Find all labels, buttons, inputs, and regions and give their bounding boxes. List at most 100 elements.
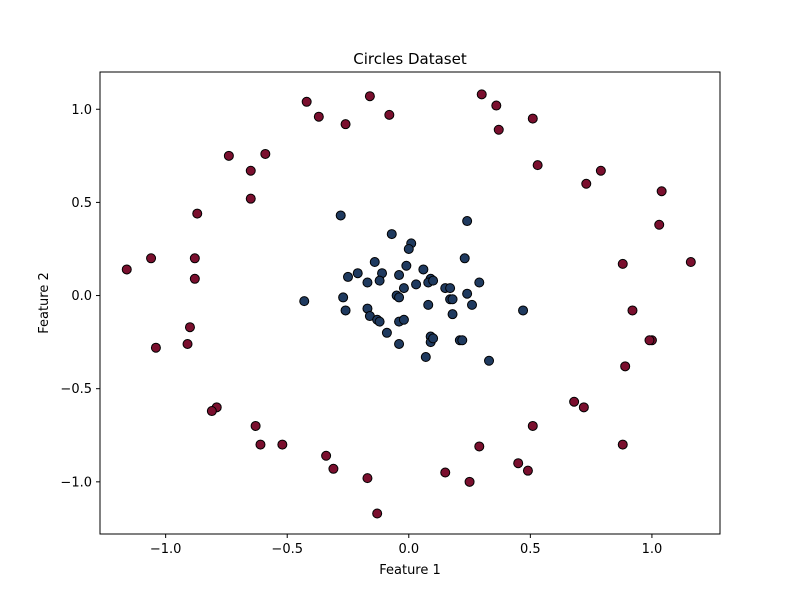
data-point-inner-23 <box>462 288 473 299</box>
y-tick-label: 0.0 <box>71 289 92 304</box>
data-point-outer-21 <box>578 402 589 413</box>
data-point-outer-10 <box>581 178 592 189</box>
data-point-inner-30 <box>423 299 434 310</box>
data-point-outer-3 <box>340 119 351 130</box>
data-point-outer-31 <box>328 463 339 474</box>
data-point-outer-22 <box>527 420 538 431</box>
data-point-outer-27 <box>464 476 475 487</box>
chart-title: Circles Dataset <box>353 50 467 68</box>
data-point-inner-5 <box>459 253 470 264</box>
data-point-outer-37 <box>206 406 217 417</box>
data-point-outer-40 <box>184 322 195 333</box>
data-point-outer-30 <box>362 473 373 484</box>
data-point-outer-49 <box>260 148 271 159</box>
data-point-inner-28 <box>447 294 458 305</box>
data-point-inner-7 <box>401 260 412 271</box>
data-point-inner-48 <box>484 355 495 366</box>
data-point-outer-48 <box>223 150 234 161</box>
data-point-inner-17 <box>474 277 485 288</box>
data-point-outer-46 <box>245 193 256 204</box>
data-point-inner-6 <box>369 257 380 268</box>
data-point-outer-45 <box>192 208 203 219</box>
data-point-inner-16 <box>428 275 439 286</box>
data-point-outer-35 <box>250 420 261 431</box>
data-point-inner-9 <box>343 271 353 282</box>
data-point-inner-40 <box>398 314 409 325</box>
data-point-outer-20 <box>569 396 580 407</box>
data-point-inner-31 <box>467 299 477 310</box>
data-point-outer-19 <box>620 361 631 372</box>
data-point-outer-33 <box>277 439 288 450</box>
data-point-inner-25 <box>394 292 405 303</box>
y-tick-label: −0.5 <box>60 382 92 397</box>
data-point-outer-41 <box>189 273 200 284</box>
data-point-outer-34 <box>255 439 266 450</box>
x-tick-label: 0.5 <box>520 542 541 557</box>
data-point-inner-18 <box>362 277 373 288</box>
data-point-inner-32 <box>518 305 529 316</box>
data-point-inner-46 <box>394 338 405 349</box>
data-point-outer-9 <box>532 160 543 171</box>
x-tick-label: 1.0 <box>642 542 663 557</box>
data-point-inner-10 <box>352 268 363 279</box>
data-point-inner-49 <box>428 333 439 344</box>
data-point-inner-20 <box>398 283 409 294</box>
data-point-outer-15 <box>617 258 628 269</box>
data-point-inner-45 <box>457 335 468 346</box>
data-point-inner-1 <box>386 229 397 240</box>
points-layer <box>121 89 696 519</box>
x-tick-label: −1.0 <box>150 542 182 557</box>
data-point-outer-44 <box>121 264 132 275</box>
data-point-outer-14 <box>685 257 696 268</box>
data-point-inner-8 <box>418 264 429 275</box>
data-point-inner-26 <box>338 292 349 303</box>
data-point-inner-0 <box>335 210 346 221</box>
data-point-outer-26 <box>474 441 485 452</box>
data-point-outer-18 <box>644 335 655 346</box>
x-tick-label: 0.0 <box>398 542 419 557</box>
data-point-outer-11 <box>595 165 606 176</box>
data-point-inner-35 <box>447 309 458 320</box>
data-point-outer-29 <box>372 508 383 519</box>
data-point-inner-29 <box>299 296 310 307</box>
data-point-outer-4 <box>384 109 395 120</box>
data-point-outer-25 <box>522 465 533 476</box>
data-point-inner-13 <box>374 275 385 286</box>
data-point-inner-33 <box>340 305 351 316</box>
data-point-outer-42 <box>189 253 200 264</box>
y-axis-label: Feature 2 <box>37 272 52 334</box>
data-point-inner-12 <box>394 270 405 281</box>
data-point-outer-32 <box>321 450 332 461</box>
data-point-outer-16 <box>627 305 638 316</box>
y-tick-label: −1.0 <box>60 475 92 490</box>
data-point-inner-38 <box>374 316 385 327</box>
data-point-inner-47 <box>420 352 431 363</box>
data-point-outer-38 <box>150 342 161 353</box>
data-point-outer-7 <box>493 124 504 135</box>
x-axis-label: Feature 1 <box>379 563 441 578</box>
y-tick-label: 1.0 <box>71 103 92 118</box>
x-tick-label: −0.5 <box>271 542 303 557</box>
data-point-outer-28 <box>440 467 451 478</box>
data-point-outer-8 <box>527 113 538 124</box>
data-point-inner-4 <box>403 243 414 254</box>
ticks-layer: −1.0 −0.5 0.0 0.5 1.0 −1.0 −0.5 0.0 0.5 1.0 <box>60 103 662 557</box>
data-point-outer-13 <box>654 219 665 230</box>
y-tick-label: 0.5 <box>71 196 92 211</box>
plot-frame <box>99 71 721 535</box>
plot-area <box>100 72 720 534</box>
data-point-inner-19 <box>411 279 422 290</box>
data-point-inner-22 <box>445 283 456 294</box>
data-point-outer-12 <box>656 186 667 197</box>
data-point-outer-0 <box>301 96 312 107</box>
data-point-outer-39 <box>182 338 193 349</box>
data-point-inner-2 <box>462 216 473 227</box>
data-point-outer-1 <box>313 111 324 122</box>
data-point-outer-43 <box>146 253 157 264</box>
data-point-outer-47 <box>245 165 256 176</box>
data-point-inner-41 <box>381 327 392 338</box>
data-point-outer-2 <box>364 91 375 102</box>
data-point-outer-6 <box>491 100 502 111</box>
